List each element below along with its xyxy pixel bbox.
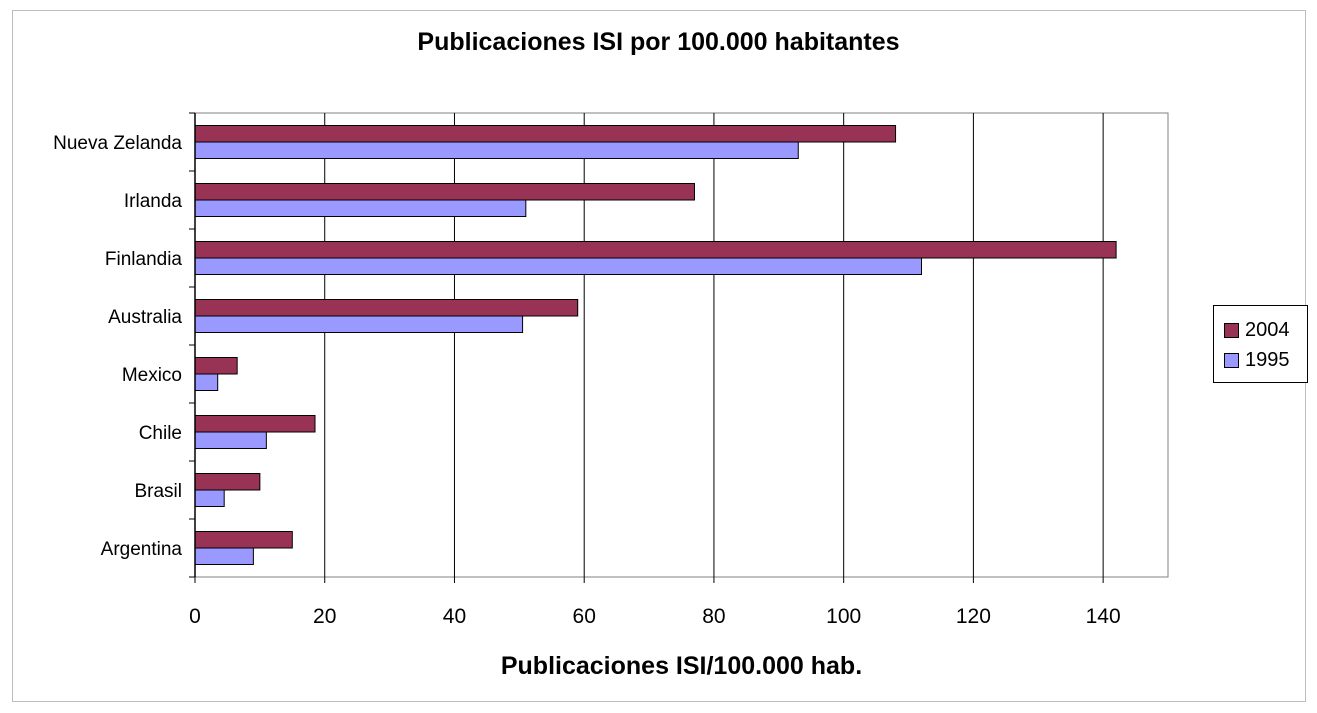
x-tick-label: 20 xyxy=(313,605,336,628)
bar-1995 xyxy=(194,199,527,217)
category-label: Finlandia xyxy=(105,249,183,270)
bars xyxy=(194,125,1117,565)
x-tick-label: 40 xyxy=(443,605,466,628)
bar-2004 xyxy=(194,183,695,201)
x-tick-label: 0 xyxy=(189,605,201,628)
bar-1995 xyxy=(194,547,254,565)
bar-1995 xyxy=(194,141,799,159)
x-tick-label: 80 xyxy=(702,605,725,628)
category-label: Irlanda xyxy=(124,191,183,212)
x-tick-label: 100 xyxy=(826,605,861,628)
chart-title: Publicaciones ISI por 100.000 habitantes xyxy=(417,28,900,56)
legend-item-2004: 2004 xyxy=(1224,318,1290,342)
x-axis-title: Publicaciones ISI/100.000 hab. xyxy=(500,652,863,680)
legend-swatch-2004 xyxy=(1224,322,1239,338)
bar-1995 xyxy=(194,315,524,333)
legend-label-2004: 2004 xyxy=(1245,318,1290,341)
bar-1995 xyxy=(194,431,267,449)
category-label: Nueva Zelanda xyxy=(53,133,182,154)
bar-1995 xyxy=(194,489,225,507)
bar-2004 xyxy=(194,241,1117,259)
category-axis: Nueva Zelanda Irlanda Finlandia Australia Me… xyxy=(53,112,195,578)
category-label: Australia xyxy=(108,307,182,328)
category-label: Argentina xyxy=(101,539,183,560)
bar-2004 xyxy=(194,415,316,433)
value-axis: 0 20 40 60 80 100 120 140 xyxy=(189,577,1121,628)
x-tick-label: 60 xyxy=(573,605,596,628)
x-tick-label: 140 xyxy=(1086,605,1121,628)
bar-2004 xyxy=(194,531,293,549)
bar-1995 xyxy=(194,257,923,275)
bar-2004 xyxy=(194,299,579,317)
x-tick-label: 120 xyxy=(956,605,991,628)
legend-label-1995: 1995 xyxy=(1245,348,1290,371)
bar-2004 xyxy=(194,125,897,143)
bar-1995 xyxy=(194,373,219,391)
bar-2004 xyxy=(194,357,238,375)
legend-swatch-1995 xyxy=(1224,352,1239,368)
category-label: Brasil xyxy=(134,481,182,502)
category-label: Mexico xyxy=(122,365,182,386)
plot-area xyxy=(194,112,1169,578)
category-label: Chile xyxy=(139,423,182,444)
bar-2004 xyxy=(194,473,261,491)
legend: 2004 1995 xyxy=(1213,305,1308,383)
legend-item-1995: 1995 xyxy=(1224,348,1290,372)
